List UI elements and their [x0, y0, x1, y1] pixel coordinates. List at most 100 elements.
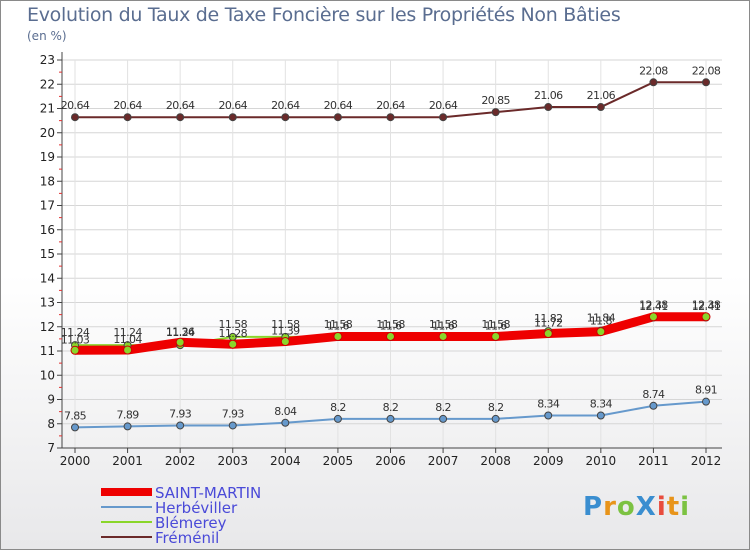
- data-label-saint-martin: 12.41: [639, 300, 668, 313]
- data-label-saint-martin: 11.6: [432, 319, 455, 332]
- data-point-fremenil: [228, 113, 237, 122]
- y-tick-label: 7: [47, 441, 55, 455]
- data-label-fremenil: 20.64: [166, 99, 195, 112]
- data-point-fremenil: [123, 113, 132, 122]
- y-tick-label: 16: [40, 223, 55, 237]
- data-label-saint-martin: 11.6: [379, 319, 402, 332]
- y-tick-label: 9: [47, 393, 55, 407]
- data-label-saint-martin: 12.41: [692, 300, 721, 313]
- data-label-fremenil: 20.64: [429, 99, 458, 112]
- data-label-fremenil: 20.64: [376, 99, 405, 112]
- data-label-blemerey: 12.38: [692, 299, 721, 312]
- y-tick-label: 8: [47, 417, 55, 431]
- data-label-saint-martin: 11.72: [534, 317, 563, 330]
- data-point-saint-martin: [386, 331, 395, 341]
- data-label-fremenil: 20.64: [324, 99, 353, 112]
- data-point-fremenil: [491, 108, 500, 117]
- data-point-fremenil: [333, 113, 342, 122]
- data-point-herbeviller: [386, 414, 395, 423]
- data-label-saint-martin: 11.03: [61, 333, 90, 346]
- data-label-blemerey: 11.24: [61, 326, 90, 339]
- y-tick-label: 17: [40, 199, 55, 213]
- x-tick-label: 2003: [217, 454, 248, 468]
- data-label-blemerey: 11.24: [113, 326, 142, 339]
- y-tick-label: 11: [40, 344, 55, 358]
- data-label-saint-martin: 11.6: [485, 319, 508, 332]
- data-point-herbeviller: [702, 397, 710, 406]
- proxiti-logo: ProXiti: [583, 492, 691, 522]
- data-label-herbeviller: 8.04: [274, 405, 297, 418]
- data-point-saint-martin: [648, 312, 658, 322]
- data-label-herbeviller: 7.85: [64, 409, 87, 422]
- data-label-herbeviller: 8.2: [435, 401, 451, 414]
- data-point-fremenil: [281, 113, 290, 122]
- data-label-herbeviller: 8.74: [642, 388, 665, 401]
- data-point-saint-martin: [543, 329, 553, 339]
- x-tick-label: 2007: [428, 454, 459, 468]
- data-point-saint-martin: [596, 327, 606, 337]
- data-point-saint-martin: [701, 312, 711, 322]
- data-label-saint-martin: 11.28: [219, 327, 248, 340]
- data-label-saint-martin: 11.39: [271, 325, 300, 338]
- data-point-saint-martin: [333, 331, 343, 341]
- chart-title: Evolution du Taux de Taxe Foncière sur l…: [27, 4, 621, 26]
- data-label-saint-martin: 11.36: [166, 325, 195, 338]
- y-tick-label: 14: [40, 271, 55, 285]
- x-tick-label: 2012: [691, 454, 722, 468]
- data-label-fremenil: 20.64: [219, 99, 248, 112]
- data-label-herbeviller: 7.89: [117, 408, 140, 421]
- x-tick-label: 2011: [638, 454, 669, 468]
- y-tick-label: 10: [40, 368, 55, 382]
- data-label-herbeviller: 8.2: [330, 401, 346, 414]
- data-label-fremenil: 20.64: [113, 99, 142, 112]
- data-label-blemerey: 11.58: [271, 318, 300, 331]
- data-label-saint-martin: 11.8: [590, 315, 613, 328]
- y-tick-label: 12: [40, 320, 55, 334]
- data-label-blemerey: 11.82: [534, 312, 563, 325]
- x-tick-label: 2002: [165, 454, 196, 468]
- data-point-herbeviller: [71, 423, 79, 432]
- data-point-saint-martin: [280, 337, 290, 347]
- y-tick-label: 19: [40, 150, 55, 164]
- data-label-herbeviller: 8.34: [590, 398, 613, 411]
- data-point-herbeviller: [439, 414, 448, 423]
- data-point-fremenil: [544, 103, 553, 112]
- data-point-herbeviller: [596, 411, 605, 420]
- data-label-herbeviller: 7.93: [169, 407, 192, 420]
- y-axis-unit: (en %): [27, 29, 67, 43]
- y-tick-label: 15: [40, 247, 55, 261]
- data-label-blemerey: 12.38: [639, 299, 668, 312]
- data-point-saint-martin: [228, 339, 238, 349]
- y-tick-label: 20: [40, 126, 55, 140]
- data-label-blemerey: 11.58: [324, 318, 353, 331]
- data-point-fremenil: [439, 113, 448, 122]
- data-point-fremenil: [596, 103, 605, 112]
- data-point-saint-martin: [70, 345, 80, 355]
- x-tick-label: 2000: [60, 454, 91, 468]
- data-point-herbeviller: [333, 414, 342, 423]
- data-label-herbeviller: 8.91: [695, 384, 717, 397]
- data-label-blemerey: 11.58: [376, 318, 405, 331]
- data-label-blemerey: 11.58: [219, 318, 248, 331]
- x-tick-label: 2004: [270, 454, 301, 468]
- legend-label-herbeviller: Herbéviller: [155, 499, 238, 517]
- data-point-herbeviller: [123, 422, 132, 431]
- y-tick-label: 22: [40, 77, 55, 91]
- x-tick-label: 2009: [533, 454, 564, 468]
- y-tick-label: 18: [40, 174, 55, 188]
- legend-label-saint-martin: SAINT-MARTIN: [155, 484, 261, 502]
- data-label-fremenil: 21.06: [534, 89, 563, 102]
- data-point-fremenil: [702, 78, 710, 87]
- data-point-saint-martin: [438, 331, 448, 341]
- data-label-blemerey: 11.84: [587, 312, 616, 325]
- data-label-fremenil: 20.64: [61, 99, 90, 112]
- data-label-blemerey: 11.58: [429, 318, 458, 331]
- x-tick-label: 2005: [323, 454, 354, 468]
- x-tick-label: 2001: [112, 454, 143, 468]
- data-point-fremenil: [386, 113, 395, 122]
- data-point-herbeviller: [228, 421, 237, 430]
- data-point-saint-martin: [491, 331, 501, 341]
- data-point-fremenil: [649, 78, 658, 87]
